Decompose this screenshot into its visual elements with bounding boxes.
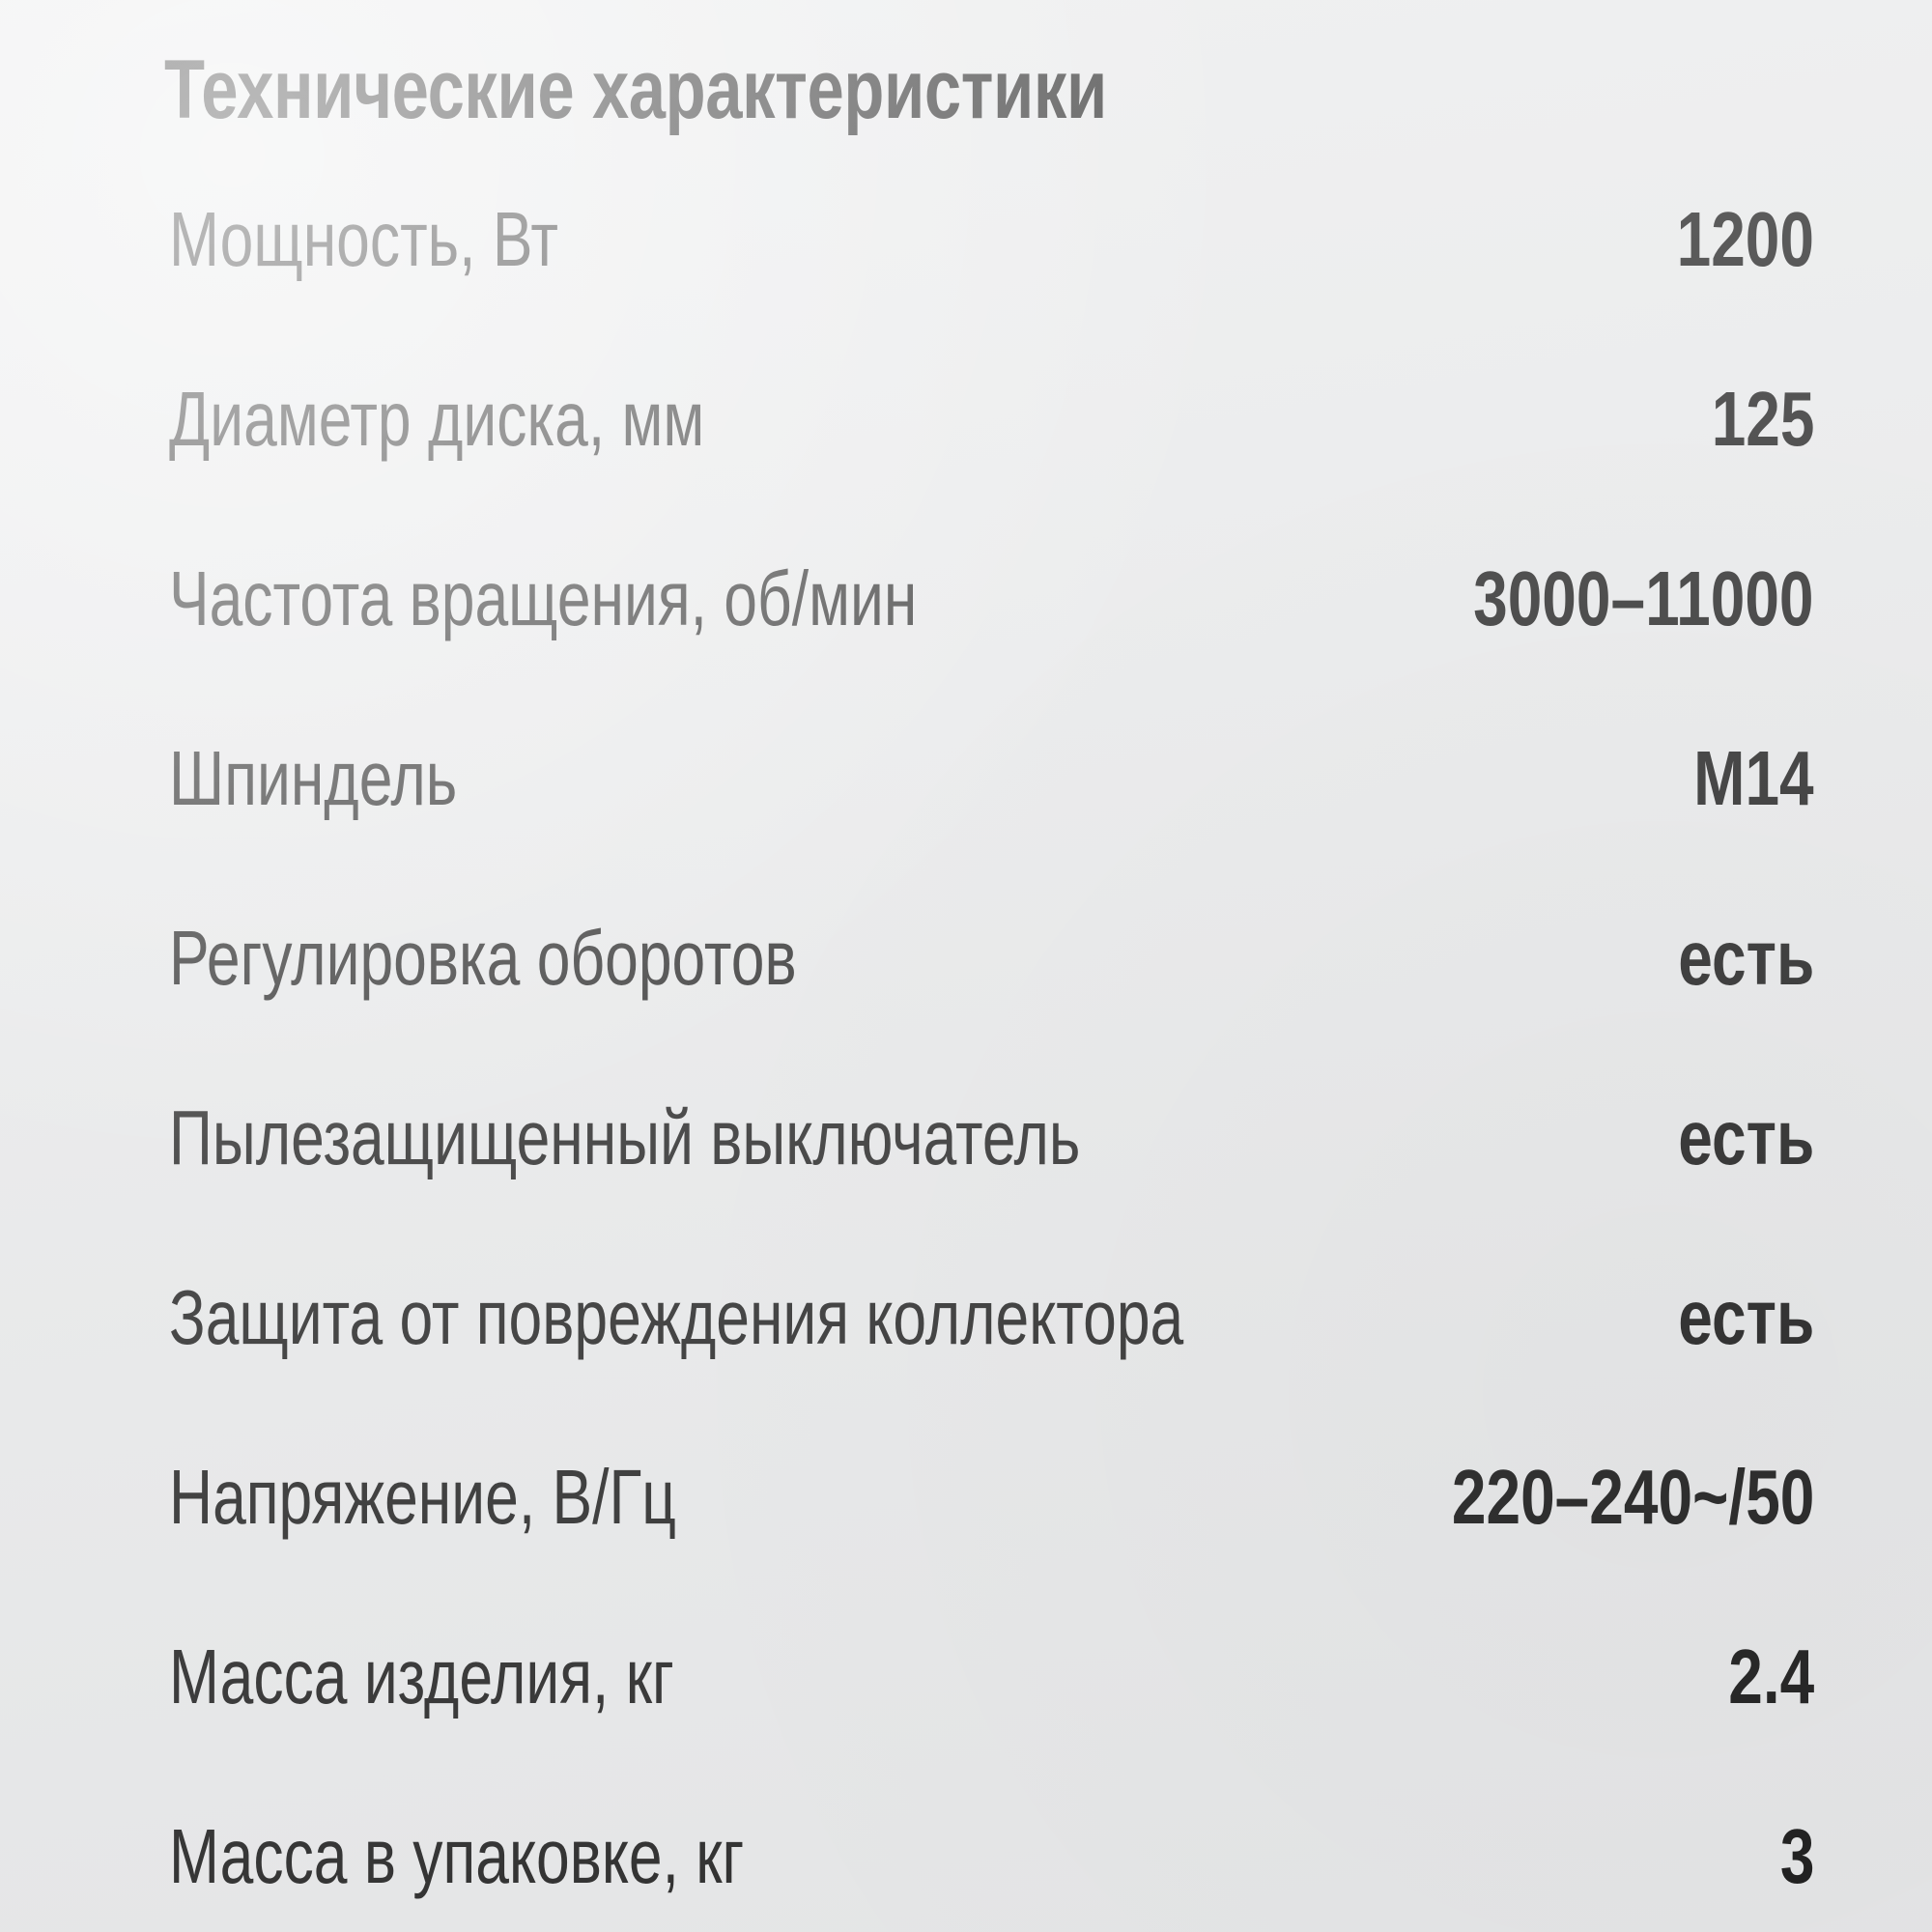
table-row: Шпиндель M14	[0, 719, 1932, 898]
spec-value: есть	[1677, 915, 1814, 1001]
spec-label: Защита от повреждения коллектора	[169, 1274, 1184, 1360]
spec-value: 2.4	[1728, 1634, 1814, 1719]
table-row: Масса изделия, кг 2.4	[0, 1617, 1932, 1797]
spec-value: 125	[1711, 376, 1814, 462]
table-row: Диаметр диска, мм 125	[0, 359, 1932, 539]
table-row: Пылезащищенный выключатель есть	[0, 1078, 1932, 1258]
spec-label: Шпиндель	[169, 735, 458, 821]
spec-label: Мощность, Вт	[169, 196, 558, 282]
spec-value: 1200	[1676, 196, 1814, 282]
specifications-table: Мощность, Вт 1200 Диаметр диска, мм 125 …	[0, 180, 1932, 1932]
spec-label: Напряжение, В/Гц	[169, 1454, 676, 1540]
spec-label: Диаметр диска, мм	[169, 376, 705, 462]
spec-value: 220–240~/50	[1451, 1454, 1815, 1540]
spec-value: 3000–11000	[1473, 555, 1814, 641]
table-row: Регулировка оборотов есть	[0, 898, 1932, 1078]
spec-label: Масса в упаковке, кг	[169, 1813, 745, 1899]
table-row: Защита от повреждения коллектора есть	[0, 1258, 1932, 1437]
table-row: Масса в упаковке, кг 3	[0, 1797, 1932, 1932]
table-row: Напряжение, В/Гц 220–240~/50	[0, 1437, 1932, 1617]
spec-value: M14	[1693, 735, 1815, 821]
page-title: Технические характеристики	[164, 43, 1107, 136]
spec-value: есть	[1677, 1094, 1814, 1180]
table-row: Частота вращения, об/мин 3000–11000	[0, 539, 1932, 719]
spec-label: Масса изделия, кг	[169, 1634, 674, 1719]
spec-label: Частота вращения, об/мин	[169, 555, 918, 641]
spec-value: 3	[1779, 1813, 1814, 1899]
spec-label: Пылезащищенный выключатель	[169, 1094, 1081, 1180]
spec-value: есть	[1677, 1274, 1814, 1360]
spec-label: Регулировка оборотов	[169, 915, 797, 1001]
table-row: Мощность, Вт 1200	[0, 180, 1932, 359]
